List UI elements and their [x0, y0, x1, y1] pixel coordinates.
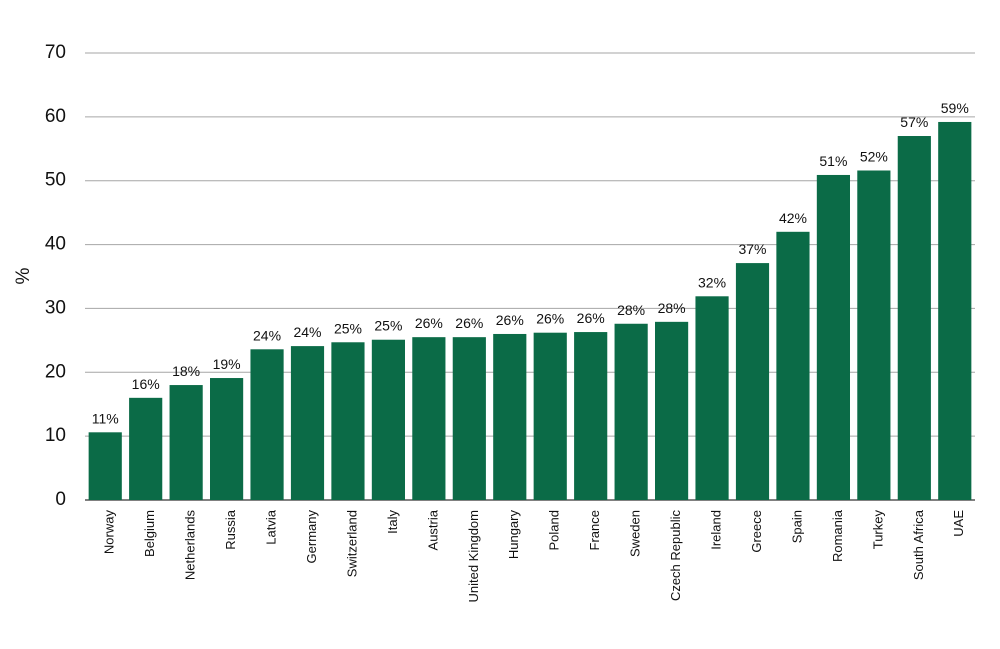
bar [857, 170, 891, 501]
value-label: 32% [698, 274, 726, 290]
x-tick-label: Hungary [506, 510, 521, 560]
x-tick-label: UAE [951, 510, 966, 537]
bar [493, 333, 527, 500]
value-label: 42% [779, 210, 807, 226]
value-label: 51% [819, 153, 847, 169]
y-tick-label: 40 [45, 234, 66, 255]
bar [897, 136, 931, 500]
value-label: 52% [860, 148, 888, 164]
bar [452, 337, 486, 500]
y-tick-label: 30 [45, 297, 66, 318]
bar [776, 231, 810, 501]
value-label: 16% [132, 376, 160, 392]
y-tick-label: 10 [45, 425, 66, 446]
x-tick-label: Spain [789, 510, 804, 543]
y-axis-label: % [13, 267, 34, 284]
value-label: 24% [293, 324, 321, 340]
value-label: 26% [577, 310, 605, 326]
y-tick-label: 50 [45, 170, 66, 191]
value-label: 19% [213, 356, 241, 372]
x-tick-label: Russia [223, 509, 238, 550]
y-tick-label: 70 [45, 42, 66, 63]
value-label: 59% [941, 100, 969, 116]
value-label: 26% [536, 311, 564, 327]
bar [331, 342, 365, 500]
value-label: 28% [617, 302, 645, 318]
bar [735, 263, 770, 500]
value-label: 57% [900, 114, 928, 130]
x-tick-label: Germany [304, 510, 319, 564]
x-tick-label: Switzerland [344, 510, 359, 577]
bar [129, 397, 163, 500]
y-tick-label: 0 [55, 489, 66, 510]
x-tick-label: Sweden [628, 510, 643, 557]
bar [614, 323, 648, 500]
bar [938, 121, 972, 501]
bar [655, 321, 689, 500]
bar [371, 339, 405, 500]
x-tick-label: Italy [385, 510, 400, 534]
value-label: 18% [172, 363, 200, 379]
x-tick-label: Latvia [263, 509, 278, 544]
bar [250, 349, 284, 500]
x-tick-label: Austria [425, 509, 440, 550]
x-tick-label: Turkey [870, 510, 885, 550]
x-tick-label: Greece [749, 510, 764, 553]
value-label: 24% [253, 327, 281, 343]
value-label: 26% [415, 315, 443, 331]
x-tick-label: South Africa [911, 509, 926, 580]
bar [88, 432, 122, 500]
x-tick-label: France [587, 510, 602, 550]
bar [533, 332, 567, 500]
x-tick-label: Ireland [708, 510, 723, 550]
bar [574, 332, 608, 500]
bar [210, 378, 244, 500]
value-label: 26% [455, 315, 483, 331]
value-label: 26% [496, 312, 524, 328]
bar [169, 385, 203, 500]
value-label: 37% [738, 241, 766, 257]
x-tick-label: Norway [102, 510, 117, 555]
bar [290, 346, 325, 500]
value-label: 11% [92, 410, 119, 426]
value-label: 25% [334, 320, 362, 336]
x-tick-label: Belgium [142, 510, 157, 557]
bar [816, 174, 850, 500]
bar [695, 296, 729, 500]
x-tick-label: Poland [547, 510, 562, 550]
x-tick-label: United Kingdom [466, 510, 481, 603]
x-tick-label: Netherlands [183, 510, 198, 581]
value-label: 28% [658, 300, 686, 316]
y-tick-label: 60 [45, 106, 66, 127]
x-tick-label: Romania [830, 509, 845, 562]
y-tick-label: 20 [45, 361, 66, 382]
bar [412, 337, 446, 500]
value-label: 25% [374, 318, 402, 334]
x-tick-label: Czech Republic [668, 510, 683, 602]
